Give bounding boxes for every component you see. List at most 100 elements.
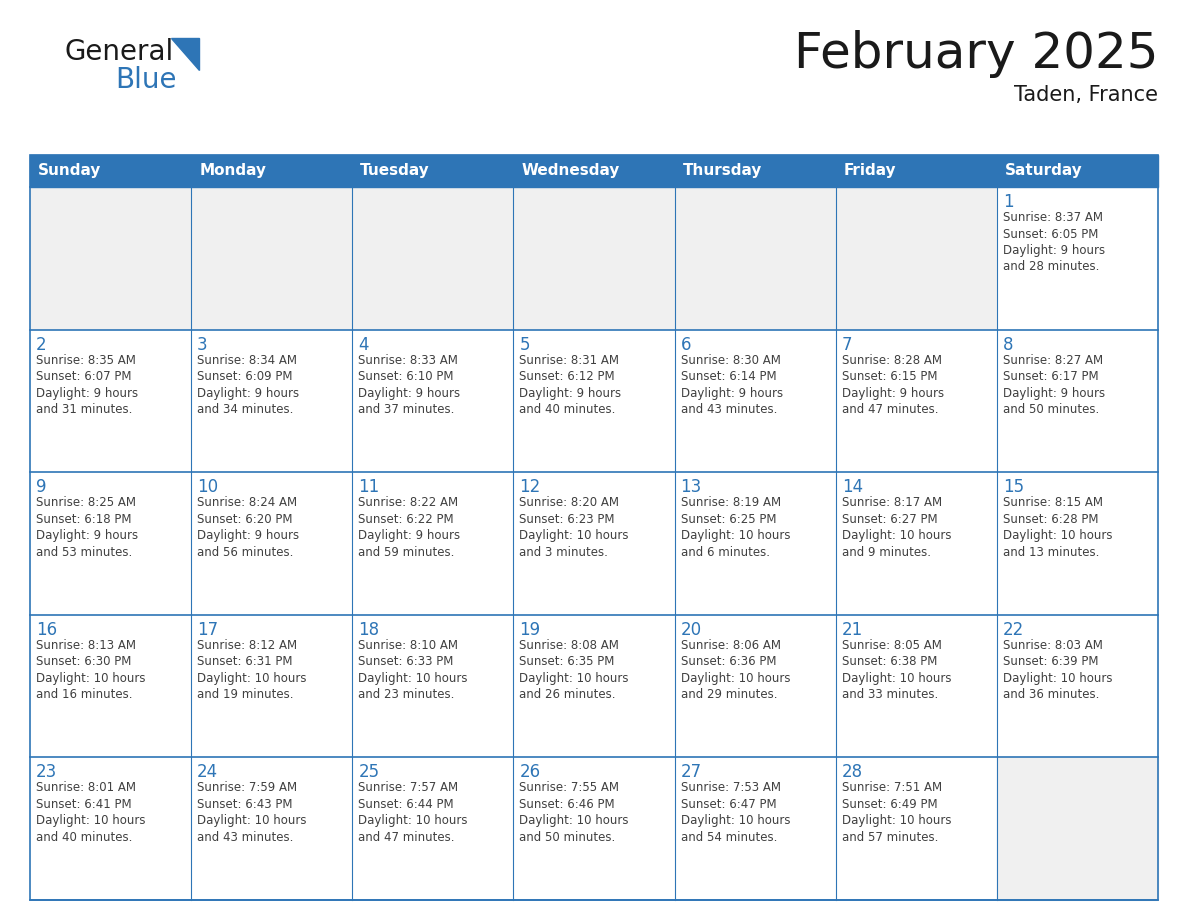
Bar xyxy=(835,472,997,615)
Text: 15: 15 xyxy=(1003,478,1024,497)
Bar xyxy=(30,615,191,757)
Text: Sunrise: 8:37 AM
Sunset: 6:05 PM
Daylight: 9 hours
and 28 minutes.: Sunrise: 8:37 AM Sunset: 6:05 PM Dayligh… xyxy=(1003,211,1105,274)
Text: Sunrise: 8:12 AM
Sunset: 6:31 PM
Daylight: 10 hours
and 19 minutes.: Sunrise: 8:12 AM Sunset: 6:31 PM Dayligh… xyxy=(197,639,307,701)
Bar xyxy=(353,187,513,330)
Text: 10: 10 xyxy=(197,478,219,497)
Text: Sunrise: 8:19 AM
Sunset: 6:25 PM
Daylight: 10 hours
and 6 minutes.: Sunrise: 8:19 AM Sunset: 6:25 PM Dayligh… xyxy=(681,497,790,559)
Text: 22: 22 xyxy=(1003,621,1024,639)
Bar xyxy=(675,187,835,330)
Bar xyxy=(353,615,513,757)
Text: Sunrise: 8:17 AM
Sunset: 6:27 PM
Daylight: 10 hours
and 9 minutes.: Sunrise: 8:17 AM Sunset: 6:27 PM Dayligh… xyxy=(842,497,952,559)
Text: Taden, France: Taden, France xyxy=(1015,85,1158,105)
Bar xyxy=(513,757,675,900)
Bar xyxy=(353,330,513,472)
Text: Sunrise: 8:24 AM
Sunset: 6:20 PM
Daylight: 9 hours
and 56 minutes.: Sunrise: 8:24 AM Sunset: 6:20 PM Dayligh… xyxy=(197,497,299,559)
Text: Sunrise: 8:05 AM
Sunset: 6:38 PM
Daylight: 10 hours
and 33 minutes.: Sunrise: 8:05 AM Sunset: 6:38 PM Dayligh… xyxy=(842,639,952,701)
Bar xyxy=(191,472,353,615)
Text: Sunrise: 8:35 AM
Sunset: 6:07 PM
Daylight: 9 hours
and 31 minutes.: Sunrise: 8:35 AM Sunset: 6:07 PM Dayligh… xyxy=(36,353,138,416)
Text: 3: 3 xyxy=(197,336,208,353)
Text: 11: 11 xyxy=(359,478,379,497)
Bar xyxy=(30,155,1158,900)
Bar xyxy=(997,757,1158,900)
Text: 24: 24 xyxy=(197,764,219,781)
Text: 5: 5 xyxy=(519,336,530,353)
Text: Sunrise: 7:55 AM
Sunset: 6:46 PM
Daylight: 10 hours
and 50 minutes.: Sunrise: 7:55 AM Sunset: 6:46 PM Dayligh… xyxy=(519,781,628,844)
Text: 9: 9 xyxy=(36,478,46,497)
Bar xyxy=(513,187,675,330)
Text: Sunrise: 7:51 AM
Sunset: 6:49 PM
Daylight: 10 hours
and 57 minutes.: Sunrise: 7:51 AM Sunset: 6:49 PM Dayligh… xyxy=(842,781,952,844)
Bar xyxy=(835,615,997,757)
Text: 16: 16 xyxy=(36,621,57,639)
Text: 23: 23 xyxy=(36,764,57,781)
Text: Sunrise: 8:28 AM
Sunset: 6:15 PM
Daylight: 9 hours
and 47 minutes.: Sunrise: 8:28 AM Sunset: 6:15 PM Dayligh… xyxy=(842,353,943,416)
Bar xyxy=(191,187,353,330)
Text: 21: 21 xyxy=(842,621,862,639)
Text: Sunrise: 8:01 AM
Sunset: 6:41 PM
Daylight: 10 hours
and 40 minutes.: Sunrise: 8:01 AM Sunset: 6:41 PM Dayligh… xyxy=(36,781,145,844)
Bar xyxy=(513,472,675,615)
Text: 1: 1 xyxy=(1003,193,1013,211)
Text: Sunrise: 8:15 AM
Sunset: 6:28 PM
Daylight: 10 hours
and 13 minutes.: Sunrise: 8:15 AM Sunset: 6:28 PM Dayligh… xyxy=(1003,497,1112,559)
Text: Sunrise: 8:25 AM
Sunset: 6:18 PM
Daylight: 9 hours
and 53 minutes.: Sunrise: 8:25 AM Sunset: 6:18 PM Dayligh… xyxy=(36,497,138,559)
Text: Blue: Blue xyxy=(115,66,177,94)
Text: 20: 20 xyxy=(681,621,702,639)
Text: Sunrise: 7:57 AM
Sunset: 6:44 PM
Daylight: 10 hours
and 47 minutes.: Sunrise: 7:57 AM Sunset: 6:44 PM Dayligh… xyxy=(359,781,468,844)
Bar xyxy=(30,472,191,615)
Polygon shape xyxy=(171,38,200,70)
Bar xyxy=(353,472,513,615)
Bar xyxy=(675,615,835,757)
Text: Thursday: Thursday xyxy=(683,163,762,178)
Text: 7: 7 xyxy=(842,336,852,353)
Text: 27: 27 xyxy=(681,764,702,781)
Text: General: General xyxy=(65,38,175,66)
Bar xyxy=(353,757,513,900)
Text: 8: 8 xyxy=(1003,336,1013,353)
Text: Sunrise: 8:34 AM
Sunset: 6:09 PM
Daylight: 9 hours
and 34 minutes.: Sunrise: 8:34 AM Sunset: 6:09 PM Dayligh… xyxy=(197,353,299,416)
Text: 19: 19 xyxy=(519,621,541,639)
Bar xyxy=(997,187,1158,330)
Bar xyxy=(835,187,997,330)
Bar xyxy=(30,155,1158,187)
Text: February 2025: February 2025 xyxy=(794,30,1158,78)
Text: Sunrise: 8:13 AM
Sunset: 6:30 PM
Daylight: 10 hours
and 16 minutes.: Sunrise: 8:13 AM Sunset: 6:30 PM Dayligh… xyxy=(36,639,145,701)
Text: Sunrise: 8:33 AM
Sunset: 6:10 PM
Daylight: 9 hours
and 37 minutes.: Sunrise: 8:33 AM Sunset: 6:10 PM Dayligh… xyxy=(359,353,461,416)
Bar xyxy=(191,757,353,900)
Text: 6: 6 xyxy=(681,336,691,353)
Bar xyxy=(191,615,353,757)
Bar xyxy=(997,615,1158,757)
Bar xyxy=(997,472,1158,615)
Text: 25: 25 xyxy=(359,764,379,781)
Bar xyxy=(835,330,997,472)
Bar xyxy=(675,472,835,615)
Text: Sunday: Sunday xyxy=(38,163,101,178)
Text: Sunrise: 8:30 AM
Sunset: 6:14 PM
Daylight: 9 hours
and 43 minutes.: Sunrise: 8:30 AM Sunset: 6:14 PM Dayligh… xyxy=(681,353,783,416)
Bar xyxy=(30,757,191,900)
Text: Sunrise: 7:59 AM
Sunset: 6:43 PM
Daylight: 10 hours
and 43 minutes.: Sunrise: 7:59 AM Sunset: 6:43 PM Dayligh… xyxy=(197,781,307,844)
Text: 17: 17 xyxy=(197,621,219,639)
Text: Wednesday: Wednesday xyxy=(522,163,620,178)
Bar xyxy=(675,757,835,900)
Text: Tuesday: Tuesday xyxy=(360,163,430,178)
Text: 4: 4 xyxy=(359,336,368,353)
Bar xyxy=(191,330,353,472)
Text: Sunrise: 8:03 AM
Sunset: 6:39 PM
Daylight: 10 hours
and 36 minutes.: Sunrise: 8:03 AM Sunset: 6:39 PM Dayligh… xyxy=(1003,639,1112,701)
Text: 14: 14 xyxy=(842,478,862,497)
Text: Sunrise: 8:20 AM
Sunset: 6:23 PM
Daylight: 10 hours
and 3 minutes.: Sunrise: 8:20 AM Sunset: 6:23 PM Dayligh… xyxy=(519,497,628,559)
Text: 12: 12 xyxy=(519,478,541,497)
Text: 13: 13 xyxy=(681,478,702,497)
Text: Saturday: Saturday xyxy=(1005,163,1082,178)
Bar xyxy=(513,330,675,472)
Text: Sunrise: 7:53 AM
Sunset: 6:47 PM
Daylight: 10 hours
and 54 minutes.: Sunrise: 7:53 AM Sunset: 6:47 PM Dayligh… xyxy=(681,781,790,844)
Text: 28: 28 xyxy=(842,764,862,781)
Text: 26: 26 xyxy=(519,764,541,781)
Text: Sunrise: 8:22 AM
Sunset: 6:22 PM
Daylight: 9 hours
and 59 minutes.: Sunrise: 8:22 AM Sunset: 6:22 PM Dayligh… xyxy=(359,497,461,559)
Text: Sunrise: 8:10 AM
Sunset: 6:33 PM
Daylight: 10 hours
and 23 minutes.: Sunrise: 8:10 AM Sunset: 6:33 PM Dayligh… xyxy=(359,639,468,701)
Text: Sunrise: 8:31 AM
Sunset: 6:12 PM
Daylight: 9 hours
and 40 minutes.: Sunrise: 8:31 AM Sunset: 6:12 PM Dayligh… xyxy=(519,353,621,416)
Text: Sunrise: 8:08 AM
Sunset: 6:35 PM
Daylight: 10 hours
and 26 minutes.: Sunrise: 8:08 AM Sunset: 6:35 PM Dayligh… xyxy=(519,639,628,701)
Bar xyxy=(675,330,835,472)
Bar xyxy=(997,330,1158,472)
Bar xyxy=(835,757,997,900)
Bar xyxy=(30,330,191,472)
Text: 18: 18 xyxy=(359,621,379,639)
Bar xyxy=(30,187,191,330)
Text: Sunrise: 8:27 AM
Sunset: 6:17 PM
Daylight: 9 hours
and 50 minutes.: Sunrise: 8:27 AM Sunset: 6:17 PM Dayligh… xyxy=(1003,353,1105,416)
